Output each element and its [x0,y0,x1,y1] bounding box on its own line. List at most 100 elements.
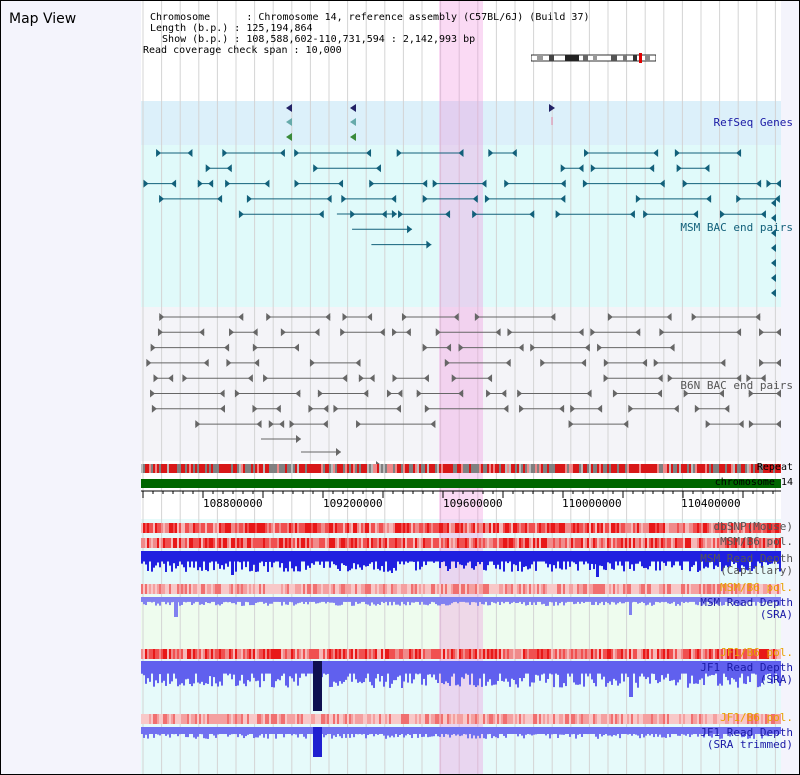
depth-bar [487,551,489,566]
heat-cell [625,649,627,659]
track-label-jf1-depth[interactable]: JF1 Read Depth (SRA) [700,662,793,686]
heat-cell [259,523,261,533]
depth-bar [387,661,389,674]
heat-cell [721,523,723,533]
bac-end-marker [529,210,535,219]
track-label-msm-b6-pol[interactable]: MSM/B6 pol. [720,535,793,548]
heat-cell [161,714,163,724]
heat-cell [229,649,231,659]
depth-bar [189,661,191,685]
bac-end-marker [445,210,451,219]
heat-cell [761,584,763,594]
heat-cell [407,584,409,594]
heat-cell [165,649,167,659]
heat-cell [689,538,691,548]
heat-cell [227,649,229,659]
heat-cell [413,538,415,548]
heat-cell [267,649,269,659]
depth-bar [595,727,597,737]
depth-bar [703,727,705,738]
heat-cell [565,649,567,659]
depth-bar [541,551,543,559]
depth-bar [525,597,527,606]
depth-bar [143,597,145,605]
repeat-segment [331,464,333,473]
depth-bar [549,551,551,565]
bac-end-marker [649,164,655,173]
depth-bar [369,661,371,682]
heat-cell [443,714,445,724]
heat-cell [689,584,691,594]
track-label-msm-depth-sra[interactable]: MSM Read Depth (SRA) [700,597,793,621]
track-label-msm-b6-pol-2[interactable]: MSM/B6 pol. [720,581,793,594]
track-label-jf1-b6-pol[interactable]: JF1/B6 pol. [720,646,793,659]
track-label-msm-depth-cap[interactable]: MSM Read Depth (Capillary) [700,553,793,577]
heat-cell [379,584,381,594]
bac-end-marker [252,328,258,337]
heat-cell [649,523,651,533]
track-label-msm-bac[interactable]: MSM BAC end pairs [680,221,793,234]
bac-end-marker [643,210,649,219]
repeat-segment [165,464,167,473]
depth-bar [301,551,303,559]
repeat-segment [777,464,779,473]
heat-cell [643,649,645,659]
bac-end-marker [395,404,401,413]
track-label-dbsnp[interactable]: dbSNP(Mouse) [713,520,793,533]
heat-cell [655,714,657,724]
heat-cell [573,538,575,548]
heat-cell [605,714,607,724]
heat-cell [593,584,595,594]
heat-cell [573,523,575,533]
depth-bar [419,597,421,605]
chromosome-ideogram[interactable] [531,53,656,63]
repeat-segment [621,464,623,473]
heat-cell [607,523,609,533]
depth-bar [225,661,227,673]
depth-bar [509,551,511,561]
bac-end-marker [472,210,478,219]
heat-cell [281,649,283,659]
track-label-jf1-trim[interactable]: JF1 Read Depth (SRA trimmed) [700,727,793,751]
heat-cell [635,523,637,533]
depth-bar [239,551,241,563]
depth-bar [297,661,299,686]
depth-bar [611,551,613,569]
depth-bar [315,551,317,562]
genome-browser-plot[interactable] [141,1,781,774]
heat-cell [259,714,261,724]
heat-cell [641,649,643,659]
depth-bar [647,727,649,734]
depth-bar [433,551,435,563]
repeat-segment [717,464,719,473]
heat-cell [305,523,307,533]
depth-bar [211,551,213,559]
heat-cell [217,714,219,724]
heat-cell [745,714,747,724]
heat-cell [433,523,435,533]
depth-bar [775,661,777,671]
repeat-segment [155,464,157,473]
depth-bar [281,597,283,606]
heat-cell [483,538,485,548]
heat-cell [195,584,197,594]
repeat-segment [731,464,733,473]
track-label-b6n-bac[interactable]: B6N BAC end pairs [680,379,793,392]
depth-bar [693,551,695,566]
heat-cell [241,584,243,594]
repeat-segment [283,464,285,473]
bac-end-marker [503,404,509,413]
selected-region-highlight[interactable] [439,1,483,774]
depth-bar [181,727,183,733]
bac-end-marker [559,404,565,413]
heat-cell [709,649,711,659]
heat-cell [521,714,523,724]
track-label-jf1-b6-pol-2[interactable]: JF1/B6 pol. [720,711,793,724]
heat-cell [691,523,693,533]
heat-cell [749,714,751,724]
depth-bar [575,661,577,685]
depth-bar [177,727,179,737]
depth-bar [491,727,493,739]
track-label-refseq[interactable]: RefSeq Genes [713,116,793,129]
heat-cell [443,523,445,533]
